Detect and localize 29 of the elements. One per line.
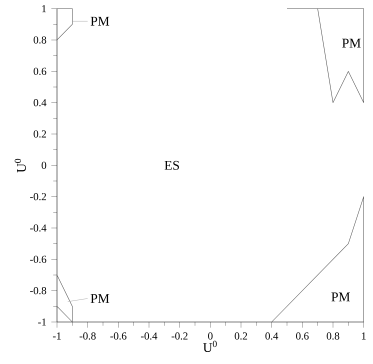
x-tick-label: 0.4 [265,332,278,340]
annotation: PM [331,292,350,302]
y-tick-label: -1 [38,318,46,326]
x-tick-label: 0.6 [296,332,309,340]
y-tick-label: -0.2 [30,193,46,200]
y-tick-label: -0.4 [30,224,46,232]
y-tick-label: 0.8 [34,36,46,44]
x-axis-title: U$^{0}$ [203,340,217,352]
y-tick-label: 0.6 [34,68,46,75]
annotation: PM [90,16,110,26]
x-tick-label: 1 [362,332,366,340]
y-axis-title: U$^{0}$ [14,158,26,173]
x-tick-label: 0.8 [326,332,340,340]
x-tick-label: 0 [208,332,213,340]
y-tick-label: 0 [42,162,46,169]
y-tick-label: -0.6 [30,256,46,263]
x-tick-label: -0.8 [80,332,96,340]
x-tick-label: -0.2 [172,332,188,340]
y-tick-label: -0.8 [30,287,46,294]
annotation: ES [164,160,179,170]
x-tick-label: -0.6 [110,332,126,340]
y-tick-label: 0.4 [34,99,46,106]
annotation: PM [90,294,110,303]
annotation: PM [342,38,361,48]
x-tick-label: 0.2 [234,332,248,340]
y-tick-label: 1 [42,5,46,12]
x-tick-label: -0.4 [140,332,158,340]
y-tick-label: 0.2 [34,130,46,138]
x-tick-label: -1 [52,332,61,340]
